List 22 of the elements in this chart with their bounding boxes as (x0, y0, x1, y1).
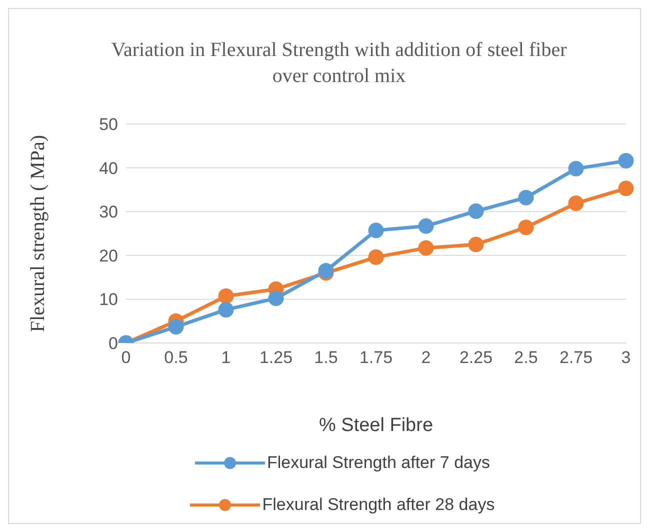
x-tick-label: 1.75 (359, 348, 393, 368)
y-tick-label: 10 (99, 290, 118, 310)
x-tick-label: 2 (421, 348, 431, 368)
y-tick-label: 50 (99, 115, 118, 134)
y-tick-label: 30 (99, 202, 118, 222)
chart-title: Variation in Flexural Strength with addition of steel fiber over control mix (110, 38, 568, 89)
legend-label: Flexural Strength after 28 days (262, 495, 495, 515)
x-tick-label: 1.25 (259, 348, 293, 368)
x-tick-label: 2.5 (514, 348, 538, 368)
x-tick-label: 2.75 (559, 348, 593, 368)
y-tick-label: 20 (99, 246, 118, 266)
x-tick-label: 2.25 (459, 348, 493, 368)
y-tick-label: 40 (99, 158, 118, 178)
y-tick-label: 0 (108, 334, 118, 354)
x-tick-label: 1.5 (314, 348, 338, 368)
legend-label: Flexural Strength after 7 days (266, 453, 490, 473)
y-axis-title: Flexural strength ( MPa) (27, 134, 50, 332)
x-tick-label: 3 (621, 348, 631, 368)
x-tick-label: 1 (221, 348, 231, 368)
x-tick-label: 0.5 (164, 348, 188, 368)
x-tick-label: 0 (121, 348, 131, 368)
x-axis-title: % Steel Fibre (318, 415, 434, 436)
